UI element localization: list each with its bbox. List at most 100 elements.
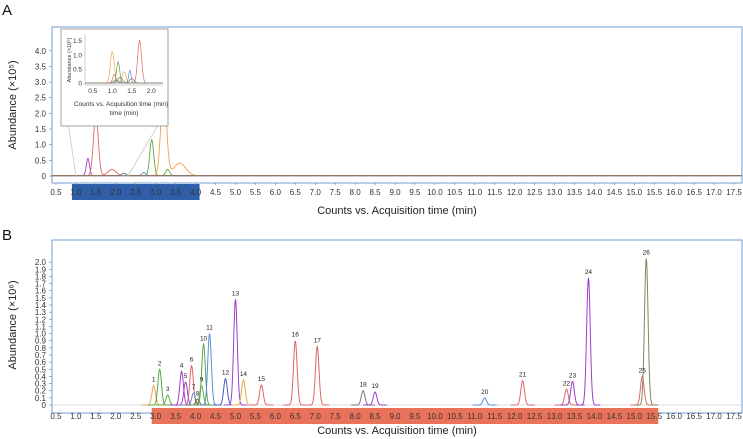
peak-19 <box>363 391 388 406</box>
x-tick-label-b: 3.0 <box>150 412 162 421</box>
peak-label-1: 1 <box>152 377 156 384</box>
peak-label-9: 9 <box>200 377 204 384</box>
y-tick-label-a: 3.5 <box>35 62 47 71</box>
y-tick-label-b: 0.2 <box>35 387 47 396</box>
x-tick-label-a: 3.5 <box>170 188 182 197</box>
x-tick-label-b: 1.5 <box>90 412 102 421</box>
x-axis-label-a: Counts vs. Acquisition time (min) <box>317 205 477 217</box>
y-tick-label-b: 0.1 <box>35 394 47 403</box>
peak-label-8: 8 <box>196 390 200 397</box>
y-tick-label-a: 0 <box>42 172 47 181</box>
peak-16 <box>283 340 308 406</box>
inset-x-tick-label: 1.5 <box>127 88 136 95</box>
x-tick-label-b: 14.0 <box>587 412 603 421</box>
y-tick-label-b: 0.8 <box>35 344 47 353</box>
peak-label-5: 5 <box>184 373 188 380</box>
x-tick-label-b: 4.5 <box>210 412 222 421</box>
y-tick-label-b: 0.6 <box>35 358 47 367</box>
inset-x-axis-label-unit: time (min) <box>110 110 139 117</box>
x-tick-label-b: 8.5 <box>370 412 382 421</box>
peak-26 <box>634 258 659 406</box>
x-tick-label-a: 14.5 <box>607 188 623 197</box>
x-tick-label-b: 4.0 <box>190 412 202 421</box>
inset-x-tick-label: 2.0 <box>147 88 156 95</box>
x-tick-label-a: 8.0 <box>350 188 362 197</box>
y-tick-label-b: 1.7 <box>35 280 47 289</box>
peak-label-15: 15 <box>258 376 266 383</box>
x-tick-label-b: 2.0 <box>110 412 122 421</box>
x-tick-label-a: 13.0 <box>547 188 563 197</box>
x-tick-label-a: 4.5 <box>210 188 222 197</box>
inset-y-tick-label: 1.5 <box>73 38 82 45</box>
y-tick-label-a: 0.5 <box>35 156 47 165</box>
x-tick-label-a: 15.5 <box>646 188 662 197</box>
y-tick-label-b: 1.0 <box>35 330 47 339</box>
x-tick-label-a: 3.0 <box>150 188 162 197</box>
y-tick-label-a: 1.0 <box>35 141 47 150</box>
peak-21 <box>510 379 535 406</box>
highlight-band-a <box>71 184 200 200</box>
x-tick-label-b: 3.5 <box>170 412 182 421</box>
y-axis-label-a: Abundance (×10⁵) <box>7 60 19 149</box>
x-tick-label-a: 10.0 <box>427 188 443 197</box>
peak-label-23: 23 <box>569 372 577 379</box>
x-tick-label-a: 9.0 <box>389 188 401 197</box>
x-tick-label-b: 1.0 <box>70 412 82 421</box>
peak-label-3: 3 <box>166 386 170 393</box>
y-tick-label-b: 1.8 <box>35 272 47 281</box>
y-axis-label-b: Abundance (×10⁶) <box>7 280 19 369</box>
peak-2 <box>147 368 172 406</box>
peak-label-6: 6 <box>190 357 194 364</box>
x-tick-label-a: 2.0 <box>110 188 122 197</box>
x-tick-label-a: 12.0 <box>507 188 523 197</box>
y-tick-label-b: 0.7 <box>35 351 47 360</box>
peak-label-20: 20 <box>481 389 489 396</box>
inset-y-tick-label: 0 <box>78 81 82 88</box>
x-tick-label-b: 7.0 <box>310 412 322 421</box>
peak-label-7: 7 <box>192 384 196 391</box>
inset-x-tick-label: 1.0 <box>108 88 117 95</box>
x-tick-label-a: 8.5 <box>370 188 382 197</box>
inset-x-axis-label: Counts vs. Acquisition time (min) <box>74 101 168 108</box>
x-tick-label-a: 11.5 <box>487 188 503 197</box>
x-axis-label-b: Counts vs. Acquisition time (min) <box>317 425 477 437</box>
peak-label-10: 10 <box>200 335 208 342</box>
y-tick-label-b: 1.5 <box>35 294 47 303</box>
x-tick-label-a: 5.5 <box>250 188 262 197</box>
x-tick-label-b: 8.0 <box>350 412 362 421</box>
x-tick-label-b: 12.5 <box>527 412 543 421</box>
y-tick-label-a: 4.0 <box>35 47 47 56</box>
peak-label-18: 18 <box>359 382 367 389</box>
x-tick-label-b: 11.0 <box>467 412 483 421</box>
y-tick-label-a: 2.5 <box>35 94 47 103</box>
peak-13 <box>223 299 248 406</box>
x-tick-label-a: 15.0 <box>627 188 643 197</box>
peak-22 <box>554 388 579 406</box>
series-line-a-6 <box>52 172 742 177</box>
y-tick-label-b: 0.9 <box>35 337 47 346</box>
plot-frame-b <box>51 239 743 414</box>
y-tick-label-b: 0.4 <box>35 372 47 381</box>
y-tick-label-a: 3.0 <box>35 78 47 87</box>
y-tick-label-b: 2.0 <box>35 258 47 267</box>
inset-y-axis-label: Abundance (×10⁵) <box>66 38 73 83</box>
x-tick-label-b: 17.0 <box>706 412 722 421</box>
peak-label-22: 22 <box>563 380 571 387</box>
x-tick-label-a: 9.5 <box>409 188 421 197</box>
peak-17 <box>305 344 330 406</box>
x-tick-label-a: 5.0 <box>230 188 242 197</box>
x-tick-label-a: 1.0 <box>70 188 82 197</box>
x-tick-label-b: 5.5 <box>250 412 262 421</box>
x-tick-label-a: 13.5 <box>567 188 583 197</box>
x-tick-label-a: 6.0 <box>270 188 282 197</box>
x-tick-label-b: 13.5 <box>567 412 583 421</box>
x-tick-label-b: 10.5 <box>447 412 463 421</box>
peak-label-4: 4 <box>180 362 184 369</box>
panel-b-label: B <box>2 227 12 244</box>
y-tick-label-b: 1.4 <box>35 301 47 310</box>
peak-20 <box>472 397 497 406</box>
x-tick-label-a: 4.0 <box>190 188 202 197</box>
x-tick-label-b: 16.0 <box>666 412 682 421</box>
peak-18 <box>351 390 376 406</box>
